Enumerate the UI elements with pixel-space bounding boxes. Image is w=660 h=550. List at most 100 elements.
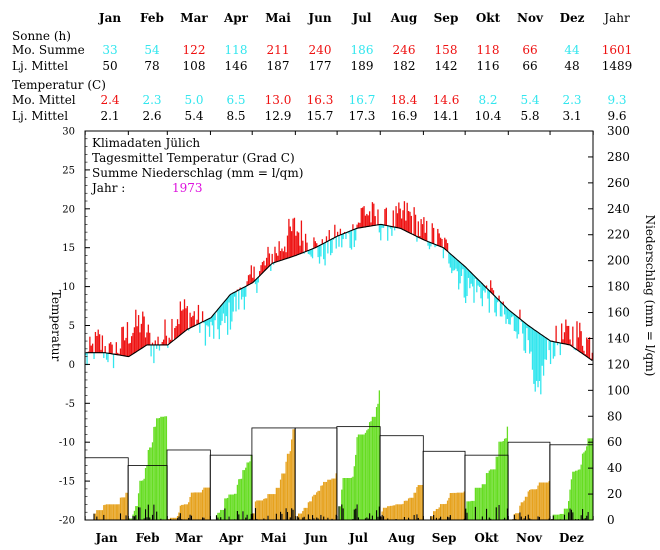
temp-month-value: 14.6: [433, 93, 460, 107]
sun-month-value: 211: [267, 43, 290, 57]
month-header-aug: Aug: [390, 11, 418, 25]
right-tick-label: 160: [607, 306, 630, 320]
right-tick-label: 20: [607, 487, 622, 501]
left-tick-label: 10: [62, 282, 75, 293]
right-tick-label: 260: [607, 176, 630, 190]
temp-month-value: 16.3: [307, 93, 334, 107]
sun-lt-value: 187: [267, 59, 290, 73]
x-month-label-dez: Dez: [559, 531, 584, 545]
month-header-okt: Okt: [476, 11, 501, 25]
x-month-label-sep: Sep: [432, 531, 457, 545]
month-header-jan: Jan: [98, 11, 121, 25]
temp-lt-value: 3.1: [562, 109, 581, 123]
temp-lt-value: 14.1: [433, 109, 460, 123]
sun-month-value: 44: [564, 43, 580, 57]
sun-month-label: Mo. Summe: [12, 43, 85, 57]
temp-month-value: 2.3: [562, 93, 581, 107]
temp-lt-value: 2.6: [142, 109, 161, 123]
right-tick-label: 240: [607, 202, 630, 216]
x-month-label-okt: Okt: [474, 531, 499, 545]
temp-lt-value: 12.9: [265, 109, 292, 123]
temp-lt-value: 10.4: [475, 109, 502, 123]
sun-month-value: 66: [522, 43, 537, 57]
right-tick-label: 40: [607, 461, 622, 475]
right-tick-label: 60: [607, 435, 622, 449]
temp-month-value: 2.4: [100, 93, 119, 107]
left-tick-label: 25: [62, 165, 75, 176]
temp-lt-value: 16.9: [391, 109, 418, 123]
temp-month-value: 5.0: [184, 93, 203, 107]
temp-month-label: Mo. Mittel: [12, 93, 76, 107]
sun-lt-value: 48: [564, 59, 579, 73]
x-month-label-aug: Aug: [387, 531, 415, 545]
temp-lt-value: 17.3: [349, 109, 376, 123]
x-month-label-jun: Jun: [303, 531, 327, 545]
month-header-feb: Feb: [140, 11, 164, 25]
left-tick-label: 15: [62, 243, 75, 254]
left-tick-label: 20: [62, 204, 75, 215]
info-title: Klimadaten Jülich: [92, 136, 200, 150]
x-month-label-jan: Jan: [94, 531, 117, 545]
right-tick-label: 200: [607, 254, 630, 268]
month-header-sep: Sep: [434, 11, 459, 25]
temp-month-value: 9.3: [607, 93, 626, 107]
plot-area: [84, 130, 594, 521]
temp-lt-value: 8.5: [226, 109, 245, 123]
temp-lt-label: Lj. Mittel: [12, 109, 68, 123]
left-axis: 30 25 20 15 10 5 0 -5 -10 -15 -20 Temperatur: [49, 127, 90, 527]
sun-lt-value: 108: [183, 59, 206, 73]
summary-table: Jan Feb Mar Apr Mai Jun Jul Aug Sep Okt Nov Dez Jahr…: [12, 11, 632, 123]
month-header-mai: Mai: [265, 11, 291, 25]
sun-lt-value: 78: [144, 59, 159, 73]
right-tick-label: 180: [607, 280, 630, 294]
sun-header: Sonne (h): [12, 29, 71, 43]
sun-month-value: 1601: [602, 43, 633, 57]
sun-lt-value: 189: [351, 59, 374, 73]
longterm-temp-curve: [85, 223, 593, 361]
left-tick-label: 0: [69, 360, 75, 371]
info-precip-desc: Summe Niederschlag (mm = l/qm): [92, 166, 303, 180]
precipitation-layer: [84, 390, 594, 521]
temp-lt-value: 2.1: [100, 109, 119, 123]
x-month-label-feb: Feb: [136, 531, 160, 545]
right-tick-label: 80: [607, 409, 622, 423]
sun-lt-label: Lj. Mittel: [12, 59, 68, 73]
right-axis-label: Niederschlag (mm = l/qm): [643, 215, 657, 377]
sun-month-value: 240: [309, 43, 332, 57]
info-year-label: Jahr :: [90, 181, 125, 195]
sun-month-value: 118: [225, 43, 248, 57]
left-tick-label: -5: [65, 399, 75, 410]
right-tick-label: 100: [607, 383, 630, 397]
month-header-apr: Apr: [223, 11, 249, 25]
sun-lt-value: 1489: [602, 59, 633, 73]
month-header-nov: Nov: [517, 11, 544, 25]
sun-month-value: 186: [351, 43, 374, 57]
sun-lt-value: 177: [309, 59, 332, 73]
temp-month-value: 16.7: [349, 93, 376, 107]
sun-lt-value: 142: [435, 59, 458, 73]
temp-month-value: 6.5: [226, 93, 245, 107]
temp-month-value: 8.2: [478, 93, 497, 107]
temperature-deviation-bars: [85, 201, 593, 395]
temp-month-value: 5.4: [520, 93, 539, 107]
temp-lt-value: 15.7: [307, 109, 334, 123]
x-axis: Jan Feb Mar Apr Mai Jun Jul Aug Sep Okt Nov Dez: [84, 131, 594, 545]
left-tick-label: -10: [59, 438, 75, 449]
sun-month-value: 54: [144, 43, 160, 57]
x-month-label-mai: Mai: [261, 531, 287, 545]
sun-lt-value: 146: [225, 59, 248, 73]
sun-month-value: 33: [102, 43, 117, 57]
right-tick-label: 0: [607, 513, 615, 527]
month-header-mar: Mar: [180, 11, 208, 25]
month-header-dez: Dez: [560, 11, 585, 25]
sun-month-value: 122: [183, 43, 206, 57]
sun-month-value: 246: [393, 43, 416, 57]
x-month-label-jul: Jul: [348, 531, 368, 545]
temp-month-value: 13.0: [265, 93, 292, 107]
temp-lt-value: 5.4: [184, 109, 203, 123]
right-axis: 3002802602402202001801601401201008060402…: [588, 124, 657, 527]
info-year-value: 1973: [172, 181, 203, 195]
info-temp-desc: Tagesmittel Temperatur (Grad C): [92, 151, 295, 165]
